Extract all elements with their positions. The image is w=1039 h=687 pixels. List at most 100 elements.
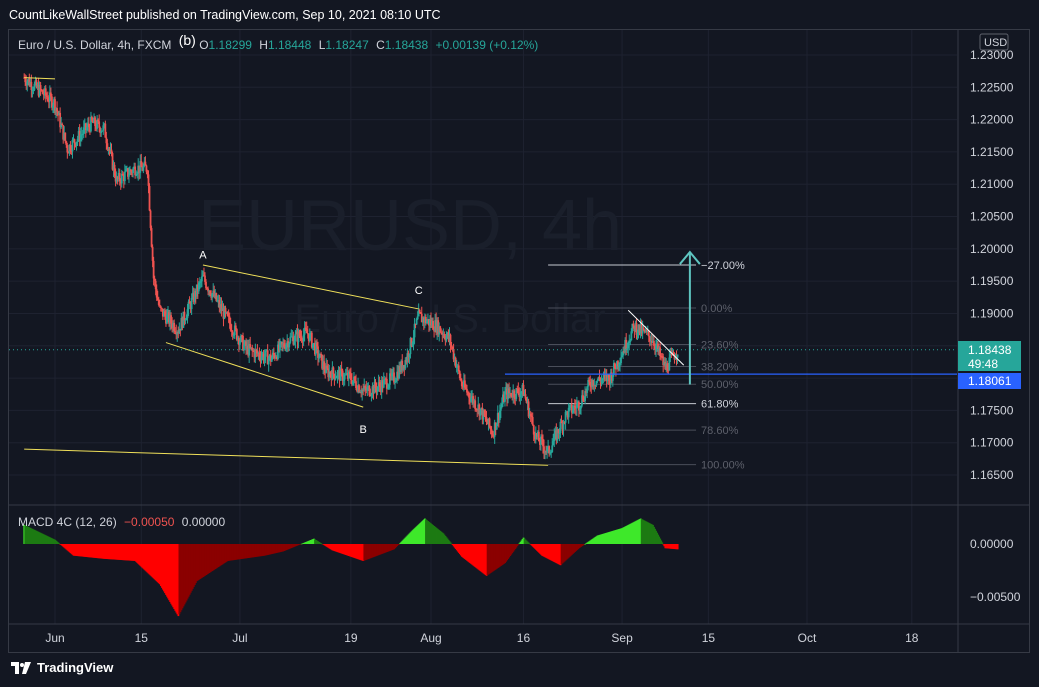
- macd-bar: [243, 544, 246, 559]
- candle-body: [247, 345, 250, 356]
- candle-body: [273, 354, 276, 359]
- macd-bar: [595, 536, 598, 544]
- macd-bar: [49, 537, 51, 544]
- candle-body: [214, 293, 217, 298]
- candle-body: [387, 384, 390, 388]
- macd-bar: [449, 542, 452, 544]
- macd-bar: [657, 534, 660, 544]
- candle-body: [608, 377, 611, 385]
- channel-upper-line: [202, 264, 419, 310]
- candle-body: [91, 116, 93, 121]
- macd-legend[interactable]: MACD 4C (12, 26) −0.00050 0.00000: [18, 515, 225, 529]
- macd-bar: [486, 544, 489, 576]
- candle-body: [201, 276, 203, 282]
- macd-bar: [464, 544, 466, 560]
- macd-bar: [285, 544, 288, 551]
- candle-body: [582, 395, 584, 401]
- price-axis[interactable]: 1.165001.170001.175001.180001.185001.190…: [970, 48, 1014, 482]
- candle-body: [529, 413, 532, 417]
- candle-body: [558, 432, 561, 434]
- candle-body: [600, 379, 603, 383]
- macd-bar: [211, 544, 214, 572]
- candle-body: [259, 357, 262, 361]
- macd-bar: [655, 530, 657, 544]
- candle-body: [206, 288, 208, 290]
- candle-body: [336, 372, 339, 378]
- macd-bar: [665, 544, 668, 549]
- macd-bar: [178, 544, 181, 615]
- macd-bar: [603, 533, 606, 544]
- candle-body: [439, 326, 442, 333]
- macd-histogram: [23, 518, 679, 617]
- macd-bar: [627, 524, 630, 544]
- candle-body: [362, 389, 365, 391]
- macd-bar: [302, 542, 305, 544]
- macd-bar: [564, 544, 567, 561]
- tradingview-footer[interactable]: TradingView: [10, 660, 113, 675]
- macd-bar: [325, 544, 328, 547]
- candle-body: [459, 378, 462, 381]
- trend-lines[interactable]: [24, 77, 685, 466]
- macd-bar: [337, 544, 340, 553]
- macd-bar: [443, 534, 446, 544]
- candle-body: [610, 372, 613, 381]
- candle-body: [334, 377, 337, 380]
- currency-label[interactable]: USD: [984, 37, 1007, 49]
- macd-bar: [170, 544, 173, 604]
- macd-bar: [507, 544, 510, 559]
- macd-bar: [70, 544, 73, 554]
- macd-bar: [500, 544, 502, 566]
- macd-bar: [388, 544, 390, 552]
- candle-body: [530, 416, 533, 418]
- candle-body: [602, 374, 605, 379]
- candle-body: [355, 381, 357, 389]
- price-tick-label: 1.17500: [970, 403, 1014, 417]
- macd-bar: [92, 544, 95, 558]
- horizontal-line[interactable]: [9, 349, 957, 375]
- macd-bar: [399, 542, 402, 544]
- macd-bar: [308, 540, 311, 544]
- candle-body: [357, 385, 359, 392]
- candle-body: [328, 371, 331, 378]
- macd-bar: [479, 544, 482, 572]
- candle-body: [320, 353, 322, 355]
- macd-bar: [124, 544, 126, 561]
- macd-bar: [282, 544, 285, 552]
- candle-body: [38, 85, 41, 96]
- macd-bar: [568, 544, 571, 557]
- candle-body: [211, 293, 214, 298]
- macd-bar: [527, 542, 530, 544]
- candle-body: [650, 340, 653, 343]
- symbol-legend[interactable]: Euro / U.S. Dollar, 4h, FXCM (b) O1.1829…: [18, 32, 538, 52]
- macd-bar: [212, 544, 215, 571]
- macd-bar: [203, 544, 205, 577]
- macd-bar: [510, 544, 513, 555]
- candle-body: [254, 349, 257, 358]
- macd-bar: [553, 544, 556, 563]
- candle-body: [333, 373, 336, 380]
- macd-bar: [160, 544, 162, 587]
- macd-bar: [674, 544, 677, 550]
- macd-bar: [453, 544, 456, 548]
- candle-body: [374, 381, 377, 389]
- candle-body: [76, 138, 79, 142]
- macd-bar: [666, 544, 669, 549]
- candle-body: [467, 392, 469, 394]
- macd-bar: [187, 544, 190, 597]
- time-axis[interactable]: Jun 15 Jul 19 Aug 16 Sep 15 Oct 18: [45, 631, 918, 645]
- candle-body: [202, 275, 204, 277]
- candle-body: [612, 363, 615, 375]
- macd-bar: [647, 522, 650, 544]
- falling-resistance-line: [627, 309, 685, 366]
- macd-bar: [314, 539, 316, 544]
- macd-bar: [451, 544, 454, 546]
- macd-bar: [180, 544, 183, 611]
- candle-body: [349, 374, 352, 380]
- currency-label-bg[interactable]: [979, 33, 1009, 51]
- candle-body: [227, 315, 230, 317]
- candle-body: [234, 325, 237, 330]
- projection-arrow[interactable]: [679, 250, 701, 385]
- fibonacci-retracement[interactable]: −27.00% 0.00% 23.60% 38.20% 50.00% 61.80% 78.6…: [548, 260, 745, 472]
- candle-body: [213, 290, 216, 298]
